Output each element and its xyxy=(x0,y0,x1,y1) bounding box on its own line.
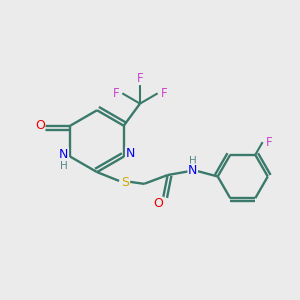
Text: N: N xyxy=(126,147,135,160)
Text: O: O xyxy=(35,119,45,132)
Text: N: N xyxy=(188,164,197,177)
Text: F: F xyxy=(266,136,273,148)
Text: N: N xyxy=(59,148,68,161)
Text: F: F xyxy=(161,87,167,100)
Text: F: F xyxy=(112,87,119,100)
Text: O: O xyxy=(153,197,163,210)
Text: F: F xyxy=(137,71,143,85)
Text: S: S xyxy=(122,176,130,189)
Text: H: H xyxy=(60,161,68,171)
Text: H: H xyxy=(189,156,196,166)
